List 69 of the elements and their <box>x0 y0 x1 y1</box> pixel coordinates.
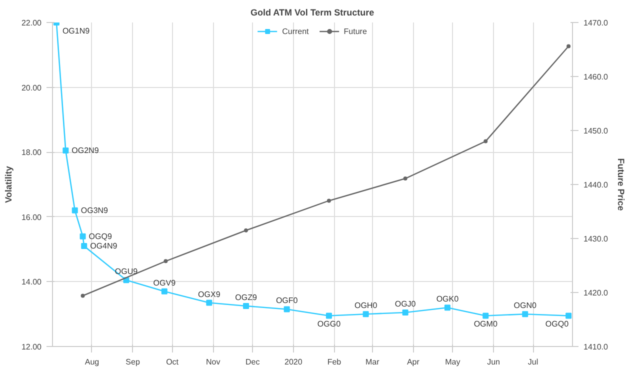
x-tick-label: Sep <box>126 358 140 366</box>
x-tick-label: Jul <box>528 358 538 366</box>
point <box>482 312 489 319</box>
annotation: OGN0 <box>514 301 537 310</box>
annotation: OG4N9 <box>90 242 118 251</box>
y-tick-label: 18.00 <box>21 148 42 158</box>
annotation: OGU9 <box>114 267 138 276</box>
point <box>80 233 86 240</box>
x-tick-label: Oct <box>166 358 180 366</box>
point <box>402 309 408 316</box>
annotation: OGQ9 <box>88 232 112 241</box>
point <box>362 311 369 318</box>
point <box>72 207 78 214</box>
legend-label: Future <box>344 26 367 36</box>
point <box>522 311 528 318</box>
y-tick-label: 16.00 <box>21 212 42 222</box>
point <box>326 198 331 203</box>
point <box>326 312 332 319</box>
y-axis-title: Volatility <box>3 166 14 203</box>
y2-tick-label: 1440.0 <box>584 180 609 190</box>
point <box>444 304 450 311</box>
annotation: OGX9 <box>198 290 221 299</box>
annotation: OGQ0 <box>545 320 570 329</box>
point <box>244 228 248 232</box>
y-tick-label: 14.00 <box>21 278 42 287</box>
y2-axis-title: Future Price <box>616 158 626 211</box>
x-tick-label: Jun <box>487 358 500 366</box>
y-tick-label: 22.00 <box>21 18 42 28</box>
point <box>566 312 572 319</box>
annotation: OGK0 <box>436 294 460 304</box>
point <box>566 44 571 48</box>
annotation: OG3N9 <box>80 206 109 215</box>
y2-tick-label: 1470.0 <box>584 18 609 28</box>
point <box>284 306 290 312</box>
x-tick-label: 2020 <box>284 358 303 366</box>
x-tick-label: May <box>445 358 460 366</box>
point <box>164 259 168 264</box>
annotation: OGV9 <box>153 278 176 288</box>
annotation: OGH0 <box>354 301 378 310</box>
x-tick-label: Feb <box>327 358 342 366</box>
x-tick-label: Nov <box>206 358 220 366</box>
annotation: OGZ9 <box>235 293 258 302</box>
y2-tick-label: 1420.0 <box>584 288 609 298</box>
annotation: OGF0 <box>276 296 298 306</box>
point <box>206 300 212 306</box>
chart-title: Gold ATM Vol Term Structure <box>250 8 374 18</box>
point <box>243 303 250 309</box>
x-tick-label: Apr <box>406 358 420 366</box>
y-tick-label: 12.00 <box>21 342 42 352</box>
x-tick-label: Aug <box>84 358 100 366</box>
x-tick-label: Dec <box>245 358 260 366</box>
annotation: OGG0 <box>317 320 342 329</box>
point <box>80 294 85 298</box>
y2-tick-label: 1450.0 <box>584 126 609 136</box>
annotation: OGJ0 <box>394 299 416 308</box>
y2-tick-label: 1430.0 <box>584 234 609 244</box>
y2-tick-label: 1460.0 <box>584 72 609 82</box>
legend-label: Current <box>282 26 309 36</box>
point <box>62 147 69 154</box>
annotation: OGM0 <box>474 320 498 329</box>
point <box>81 243 88 250</box>
point <box>403 176 408 181</box>
point <box>161 288 168 294</box>
annotation: OG2N9 <box>72 146 100 155</box>
y-tick-label: 20.00 <box>21 83 42 92</box>
annotation: OG1N9 <box>62 26 90 36</box>
x-tick-label: Mar <box>366 358 380 366</box>
y2-tick-label: 1410.0 <box>584 342 609 352</box>
point <box>484 139 488 144</box>
